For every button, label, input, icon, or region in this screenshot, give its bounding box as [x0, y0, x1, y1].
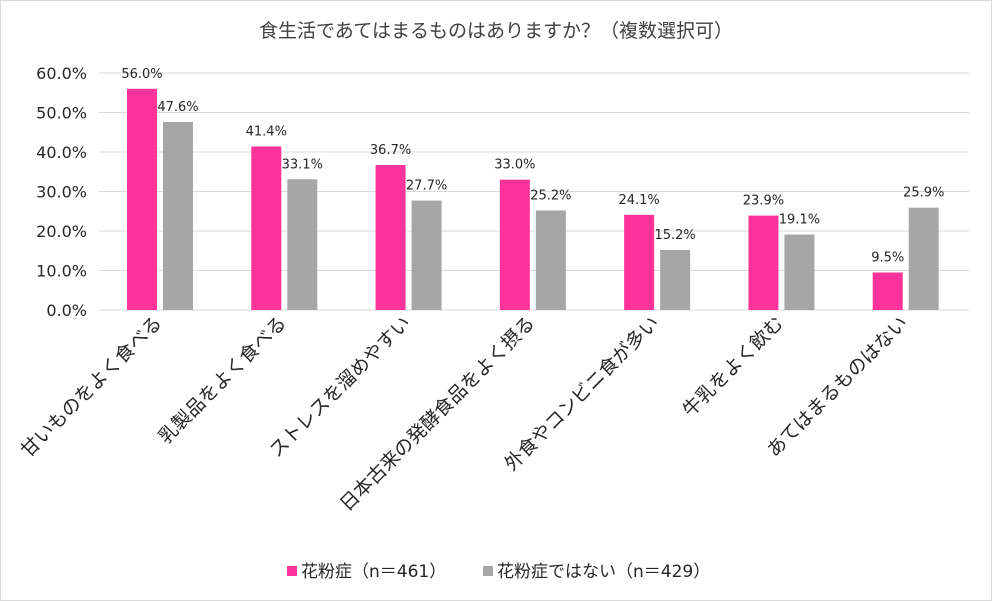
bar-no-hayfever — [535, 210, 566, 310]
legend-label: 花粉症（n＝461） — [301, 562, 446, 582]
bar-hayfever — [748, 215, 779, 310]
bar-hayfever — [127, 88, 157, 310]
bar-hayfever — [624, 214, 655, 310]
data-label: 36.7% — [370, 143, 411, 158]
legend-swatch — [483, 566, 493, 576]
bar-no-hayfever — [660, 249, 691, 310]
legend-label: 花粉症ではない（n＝429） — [497, 562, 710, 582]
bar-hayfever — [499, 179, 530, 310]
y-tick-label: 40.0% — [36, 143, 87, 162]
chart-title: 食生活であてはまるものはありますか？（複数選択可） — [259, 20, 733, 42]
y-tick-label: 0.0% — [46, 301, 87, 320]
data-label: 33.0% — [494, 158, 535, 173]
x-category-label: ストレスを溜めやすい — [265, 312, 415, 462]
y-tick-label: 30.0% — [36, 183, 87, 202]
bar-hayfever — [375, 165, 406, 310]
data-label: 19.1% — [779, 213, 820, 228]
data-label: 56.0% — [121, 67, 162, 82]
x-category-label: 乳製品をよく食べる — [154, 312, 290, 448]
bars: 56.0% 47.6% 41.4% 33.1% 36.7% 27.7% 33.0% 25.2%… — [121, 67, 944, 310]
x-category-label: 甘いものをよく食べる — [17, 312, 167, 462]
data-label: 27.7% — [406, 179, 447, 194]
gridlines — [99, 72, 969, 311]
data-label: 25.9% — [903, 186, 944, 201]
bar-no-hayfever — [287, 179, 318, 310]
x-category-label: 日本古来の発酵食品をよく摂る — [336, 312, 540, 516]
bar-no-hayfever — [784, 234, 815, 310]
data-label: 47.6% — [157, 100, 198, 115]
x-category-label: 牛乳をよく飲む — [678, 312, 788, 422]
x-category-label: あてはまるものはない — [763, 312, 912, 461]
data-label: 23.9% — [743, 194, 784, 209]
y-tick-label: 60.0% — [36, 64, 87, 83]
category-labels: 甘いものをよく食べる乳製品をよく食べるストレスを溜めやすい日本古来の発酵食品をよ… — [17, 312, 913, 516]
data-label: 41.4% — [246, 124, 287, 139]
data-label: 25.2% — [530, 188, 571, 203]
data-label: 24.1% — [618, 193, 659, 208]
data-label: 15.2% — [654, 228, 695, 243]
bar-no-hayfever — [411, 200, 442, 310]
y-tick-label: 10.0% — [36, 262, 87, 281]
bar-no-hayfever — [908, 207, 939, 310]
y-tick-label: 50.0% — [36, 104, 87, 123]
data-label: 33.1% — [282, 157, 323, 172]
y-tick-label: 20.0% — [36, 222, 87, 241]
bar-hayfever — [251, 146, 282, 310]
y-axis: 0.0% 10.0% 20.0% 30.0% 40.0% 50.0% 60.0% — [36, 64, 87, 320]
legend-swatch — [287, 566, 297, 576]
bar-hayfever — [872, 272, 903, 310]
data-label: 9.5% — [871, 250, 904, 265]
bar-no-hayfever — [163, 121, 193, 310]
legend: 花粉症（n＝461） 花粉症ではない（n＝429） — [287, 562, 710, 582]
